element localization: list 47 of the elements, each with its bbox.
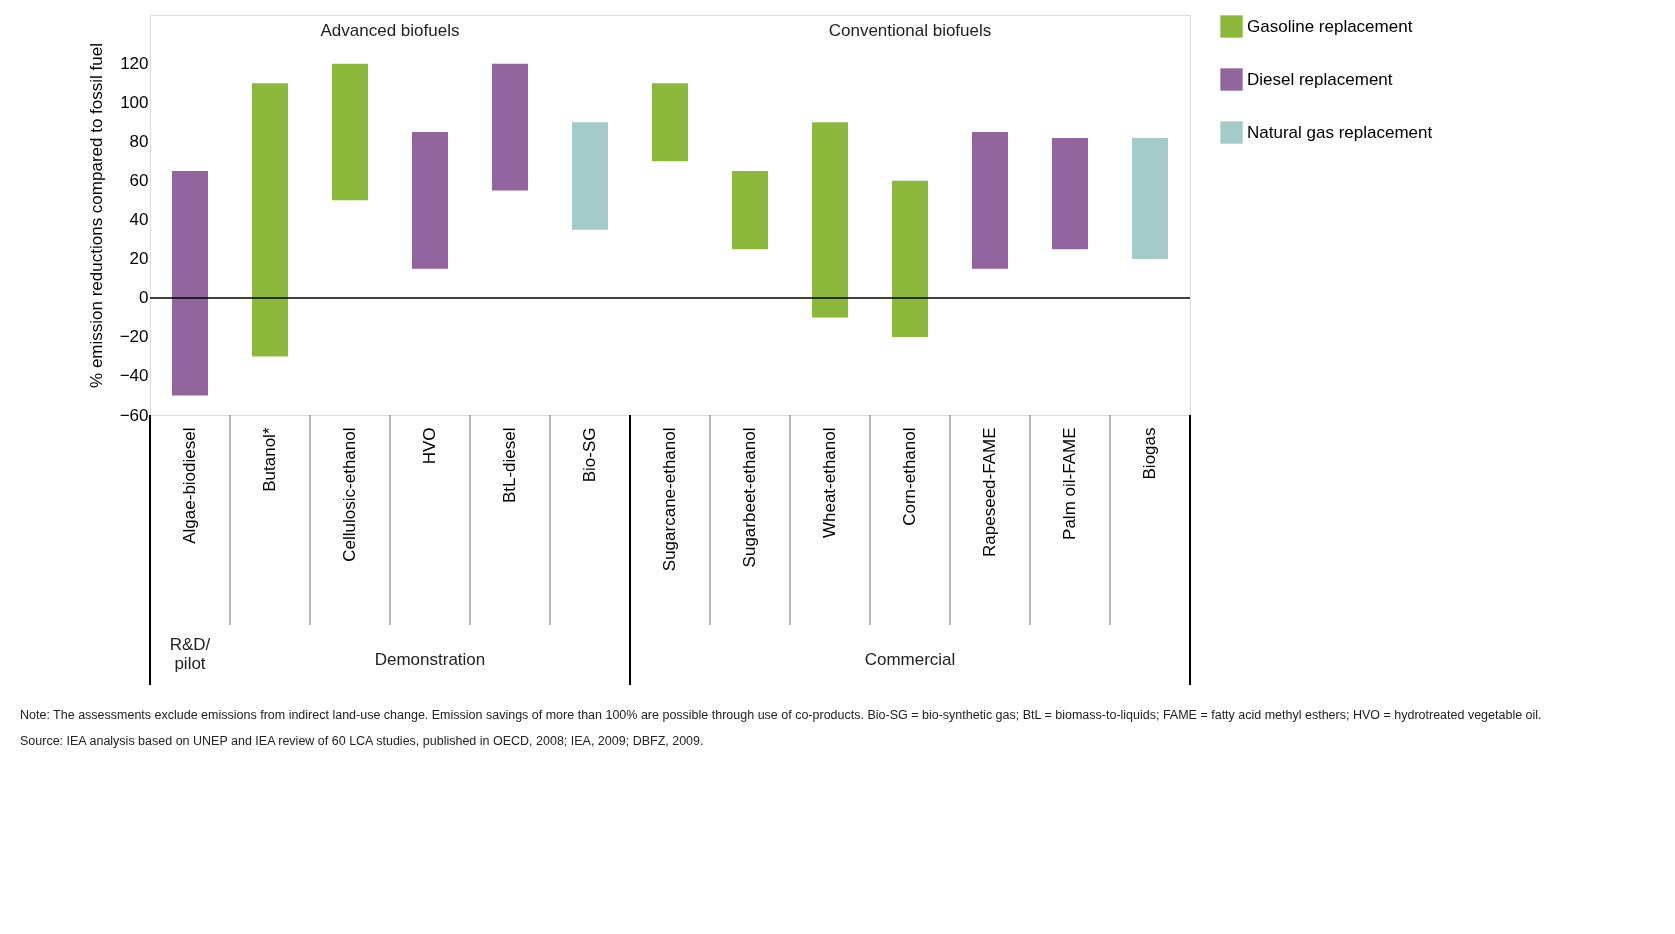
- annotation: Conventional biofuels: [828, 21, 992, 40]
- x-tick-label: Palm oil-FAME: [1060, 427, 1079, 540]
- x-tick-label: Rapeseed-FAME: [980, 427, 999, 557]
- bar: [332, 63, 368, 201]
- x-tick-label: Corn-ethanol: [900, 427, 919, 526]
- y-tick-label: −20: [119, 327, 149, 347]
- y-tick-label: −40: [119, 366, 149, 386]
- x-tick-label: Cellulosic-ethanol: [340, 427, 359, 562]
- bar: [1132, 137, 1168, 259]
- x-tick-label: HVO: [420, 427, 439, 465]
- x-tick-label: Sugarcane-ethanol: [660, 427, 679, 572]
- text: R&D/ pilot: [169, 635, 211, 673]
- y-tick-label: −60: [119, 405, 149, 425]
- y-tick-label: 20: [129, 249, 149, 269]
- bar: [1052, 137, 1088, 250]
- bar: [412, 132, 448, 269]
- bar: [172, 171, 208, 396]
- bar: [892, 180, 928, 337]
- y-tick-label: 80: [129, 132, 149, 152]
- x-tick-label: Biogas: [1140, 427, 1159, 480]
- y-tick-label: 60: [129, 171, 149, 191]
- y-tick-label: 120: [120, 54, 149, 74]
- text: Commercial: [864, 650, 956, 669]
- bar: [812, 122, 848, 318]
- text: Note: The assessments exclude emissions from indirect land-use change. Emission savings of more than 100% are possible through use of co-products. Bio-SG = bio-synthetic gas; BtL = biomass-to-liquids; FAME = fatty acid methyl esthers; HVO = hydrotreated vegetable oil.: [20, 708, 1542, 722]
- text: Demonstration: [374, 650, 486, 669]
- legend-label: Natural gas replacement: [1247, 122, 1433, 142]
- y-tick-label: 0: [139, 288, 149, 308]
- legend-label: Gasoline replacement: [1247, 16, 1413, 36]
- x-tick-label: Bio-SG: [580, 427, 599, 483]
- bar: [732, 171, 768, 250]
- source-note: Source: IEA analysis based on UNEP and IEA review of 60 LCA studies, published in OECD, 2008; IEA, 2009; DBFZ, 2009.: [20, 734, 704, 748]
- y-tick-label: 100: [120, 93, 149, 113]
- bar: [492, 63, 528, 191]
- bar: [572, 122, 608, 230]
- annotation: Advanced biofuels: [320, 21, 460, 40]
- x-tick-label: Butanol*: [260, 427, 279, 492]
- x-tick-label: Sugarbeet-ethanol: [740, 427, 759, 568]
- bar: [252, 83, 288, 357]
- legend-label: Diesel replacement: [1247, 69, 1393, 89]
- y-axis-title: % emission reductions compared to fossil fuel: [86, 43, 106, 388]
- bar: [972, 132, 1008, 269]
- x-tick-label: Algae-biodiesel: [180, 427, 199, 544]
- bar: [652, 83, 688, 162]
- y-tick-label: 40: [129, 210, 149, 230]
- x-tick-label: BtL-diesel: [500, 427, 519, 504]
- x-tick-label: Wheat-ethanol: [820, 427, 839, 539]
